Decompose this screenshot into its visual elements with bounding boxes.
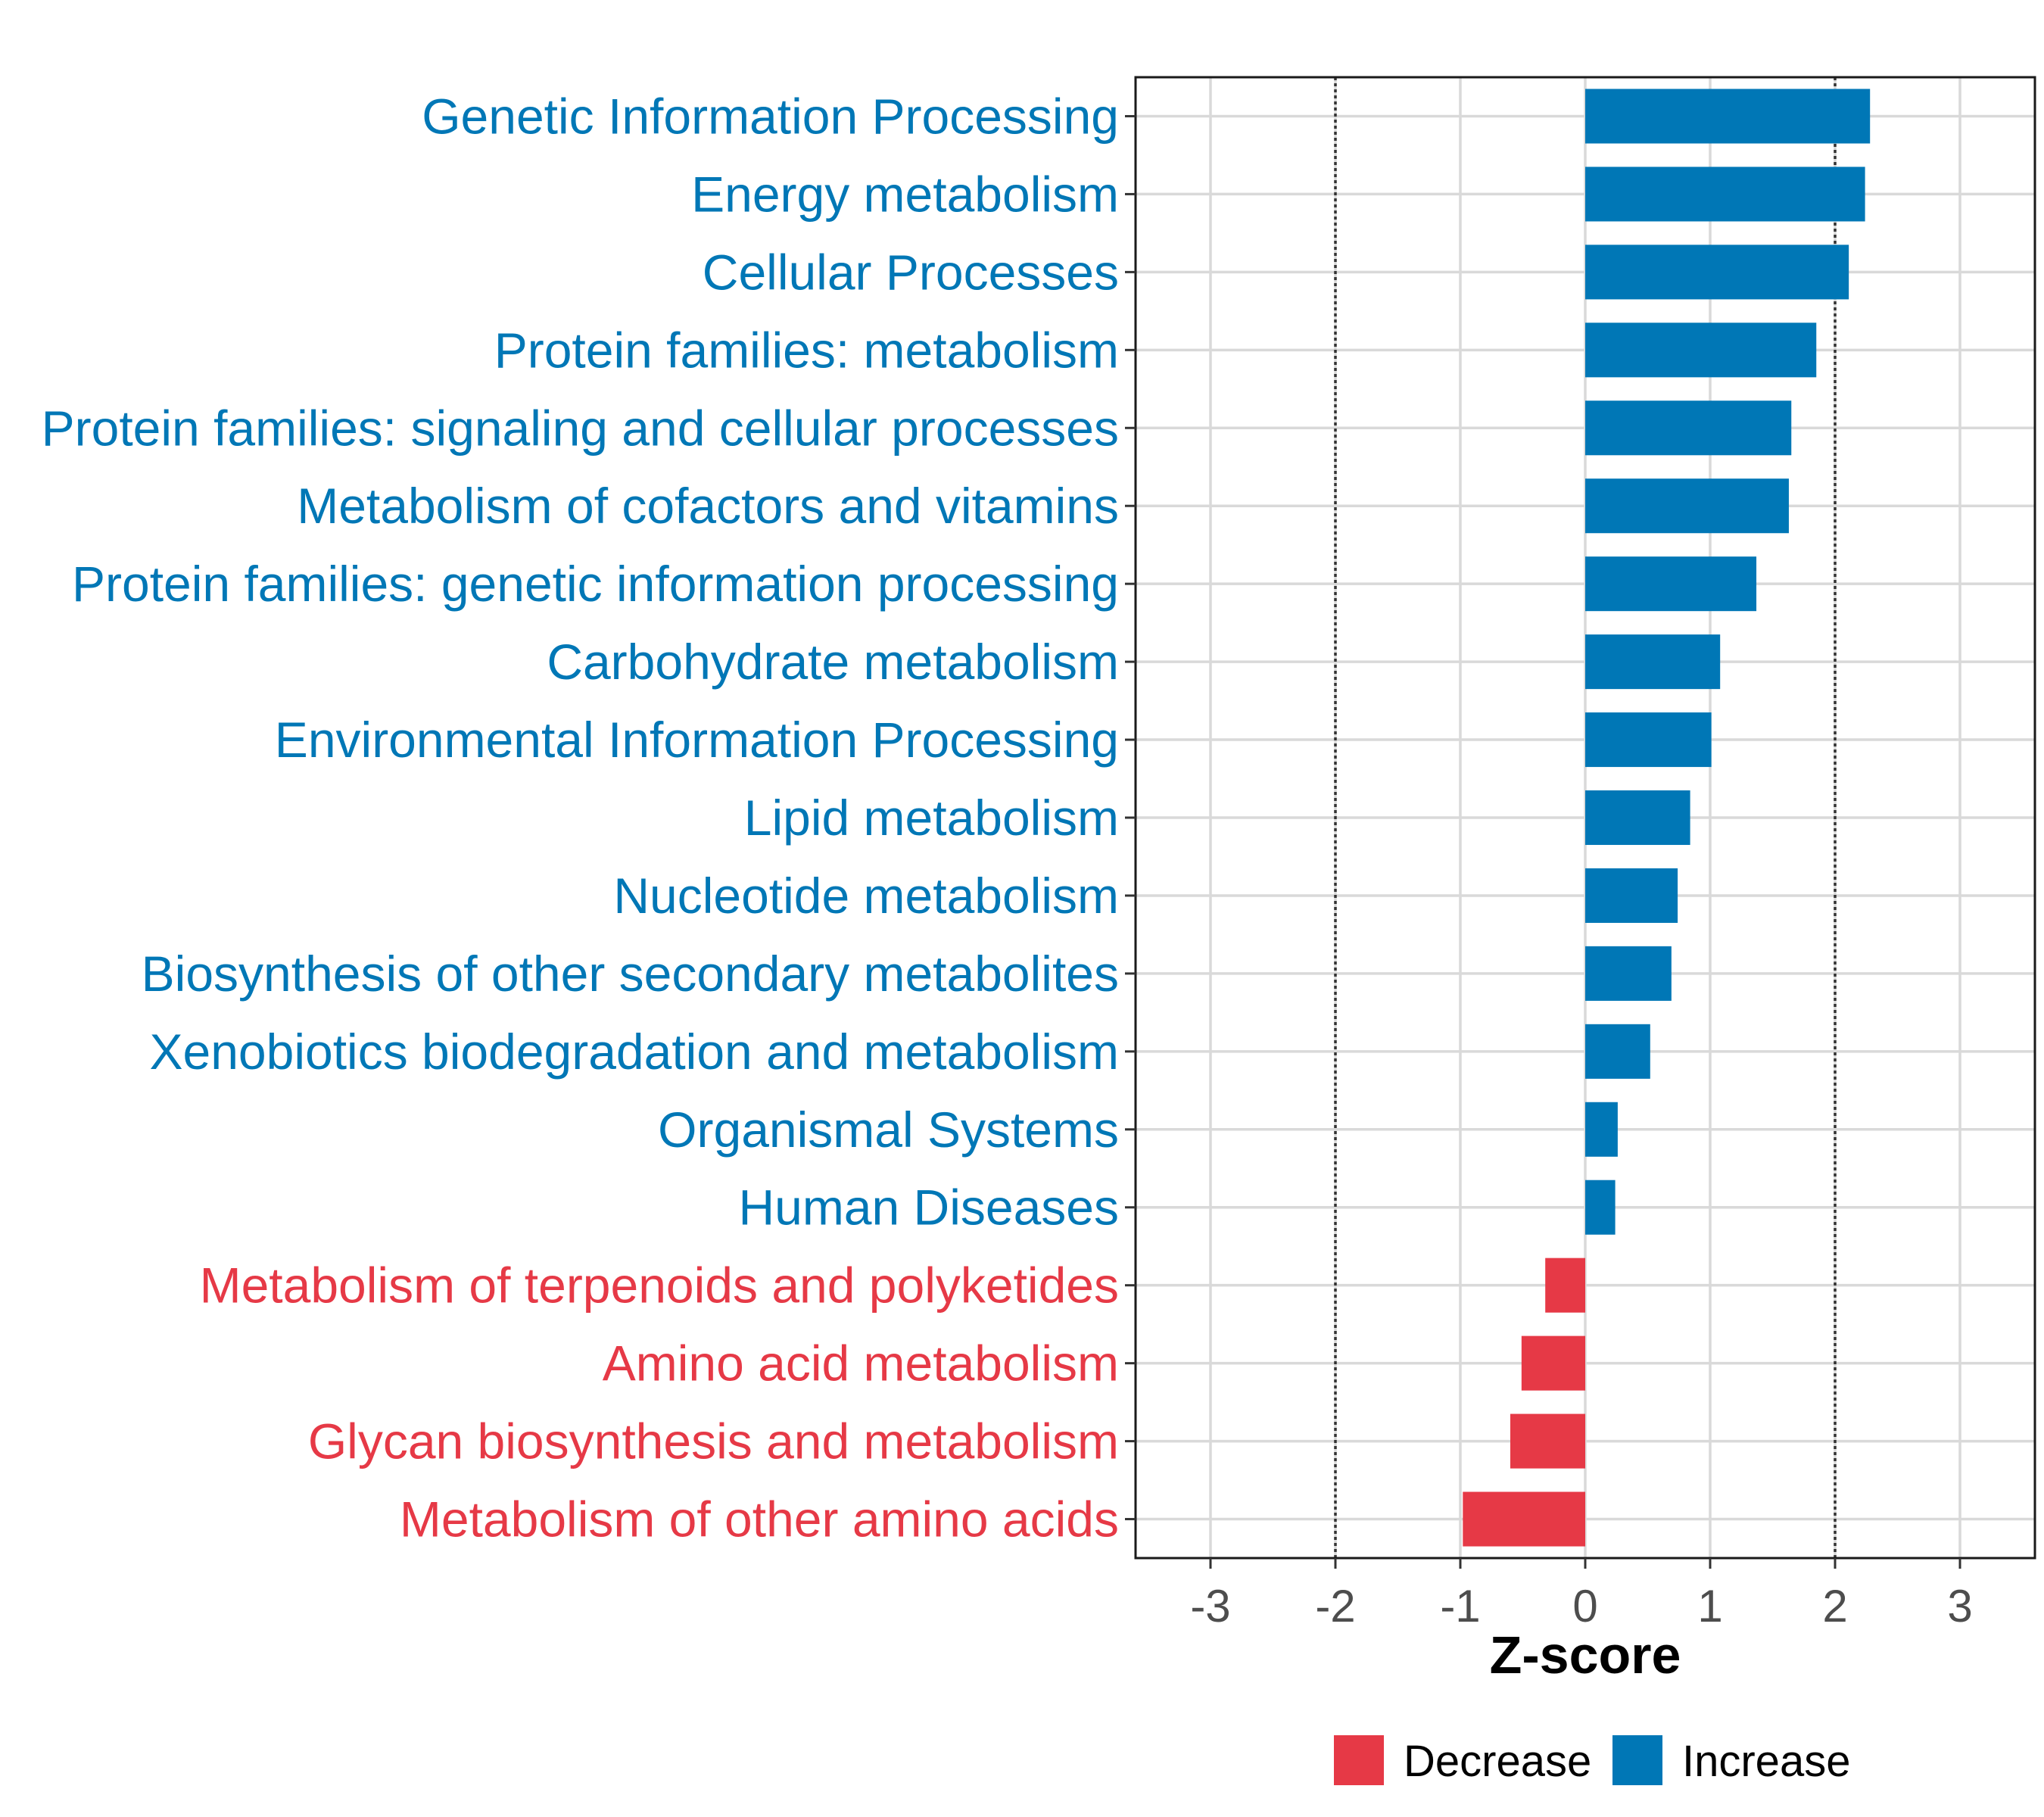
category-label: Amino acid metabolism [603, 1335, 1119, 1392]
x-tick-label: 1 [1697, 1581, 1722, 1632]
bar [1585, 712, 1712, 768]
legend-label-decrease: Decrease [1404, 1737, 1591, 1786]
bar [1585, 1180, 1616, 1235]
category-label: Xenobiotics biodegradation and metabolis… [150, 1024, 1120, 1080]
x-tick-label: -1 [1440, 1581, 1480, 1632]
bar [1463, 1491, 1585, 1547]
reference-lines [1334, 77, 1837, 1558]
bar [1585, 634, 1721, 690]
category-label: Metabolism of cofactors and vitamins [297, 478, 1119, 534]
bar [1545, 1258, 1585, 1313]
bar [1510, 1413, 1585, 1469]
category-label: Carbohydrate metabolism [547, 634, 1119, 690]
category-label: Protein families: metabolism [494, 322, 1119, 378]
bar [1585, 245, 1849, 300]
bars [1463, 89, 1871, 1547]
bar [1585, 556, 1757, 612]
legend-swatch-decrease [1334, 1735, 1384, 1785]
category-label: Organismal Systems [658, 1102, 1119, 1158]
legend: Decrease Increase [1334, 1735, 1850, 1786]
category-label: Biosynthesis of other secondary metaboli… [142, 946, 1119, 1002]
category-label: Protein families: genetic information pr… [72, 556, 1119, 612]
x-tick-label: -2 [1315, 1581, 1355, 1632]
bar [1585, 946, 1672, 1001]
category-label: Metabolism of other amino acids [400, 1491, 1119, 1547]
bar [1585, 89, 1871, 144]
category-label: Nucleotide metabolism [613, 868, 1119, 924]
category-label: Lipid metabolism [744, 790, 1119, 846]
x-axis-title: Z-score [1490, 1625, 1681, 1685]
x-tick-label: 0 [1572, 1581, 1597, 1632]
category-label: Protein families: signaling and cellular… [42, 400, 1119, 456]
x-tick-label: 3 [1947, 1581, 1972, 1632]
bar [1585, 1024, 1650, 1079]
bar [1585, 1102, 1618, 1157]
x-tick-label: -3 [1190, 1581, 1230, 1632]
category-label: Genetic Information Processing [422, 88, 1119, 144]
bar [1585, 868, 1678, 923]
bar [1585, 790, 1690, 846]
category-label: Energy metabolism [691, 166, 1119, 222]
y-ticks: Genetic Information Processing Energy met… [42, 88, 1136, 1547]
bar [1585, 167, 1865, 222]
x-ticks: -3 -2 -1 0 1 2 3 [1190, 1558, 1973, 1632]
bar [1585, 400, 1792, 456]
x-tick-label: 2 [1822, 1581, 1847, 1632]
legend-label-increase: Increase [1682, 1737, 1850, 1786]
legend-swatch-increase [1612, 1735, 1662, 1785]
category-label: Cellular Processes [703, 244, 1119, 300]
category-label: Metabolism of terpenoids and polyketides [200, 1258, 1119, 1314]
bar [1585, 323, 1817, 378]
bar [1521, 1335, 1585, 1391]
category-label: Human Diseases [738, 1180, 1119, 1236]
category-label: Environmental Information Processing [275, 712, 1119, 768]
bar [1585, 478, 1789, 534]
category-label: Glycan biosynthesis and metabolism [308, 1413, 1119, 1469]
